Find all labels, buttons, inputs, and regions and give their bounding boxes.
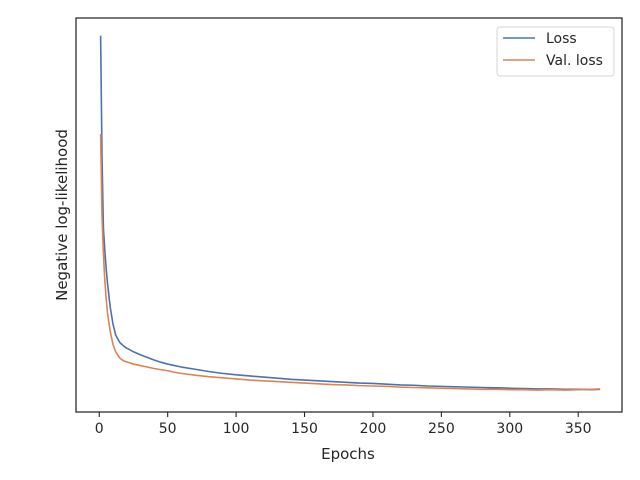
x-axis-ticks: 0 50 100 150 200 250 300 350: [95, 412, 592, 437]
plot-area: [99, 35, 601, 391]
x-tick-label: 0: [95, 421, 104, 437]
x-tick-label: 350: [565, 421, 592, 437]
x-axis-label: Epochs: [321, 445, 375, 463]
x-tick-label: 250: [428, 421, 455, 437]
x-tick-label: 150: [291, 421, 318, 437]
x-tick-label: 200: [360, 421, 387, 437]
legend-box: [496, 26, 615, 77]
legend-label-loss: Loss: [546, 31, 577, 47]
x-tick-label: 300: [496, 421, 523, 437]
series-line-loss: [99, 35, 601, 391]
series-line-val-loss: [99, 134, 601, 391]
legend: Loss Val. loss: [496, 26, 615, 77]
axes-frame: [75, 17, 623, 413]
x-tick-label: 100: [223, 421, 250, 437]
y-axis-label: Negative log-likelihood: [53, 129, 71, 301]
x-tick-label: 50: [159, 421, 177, 437]
legend-label-val-loss: Val. loss: [546, 53, 603, 69]
